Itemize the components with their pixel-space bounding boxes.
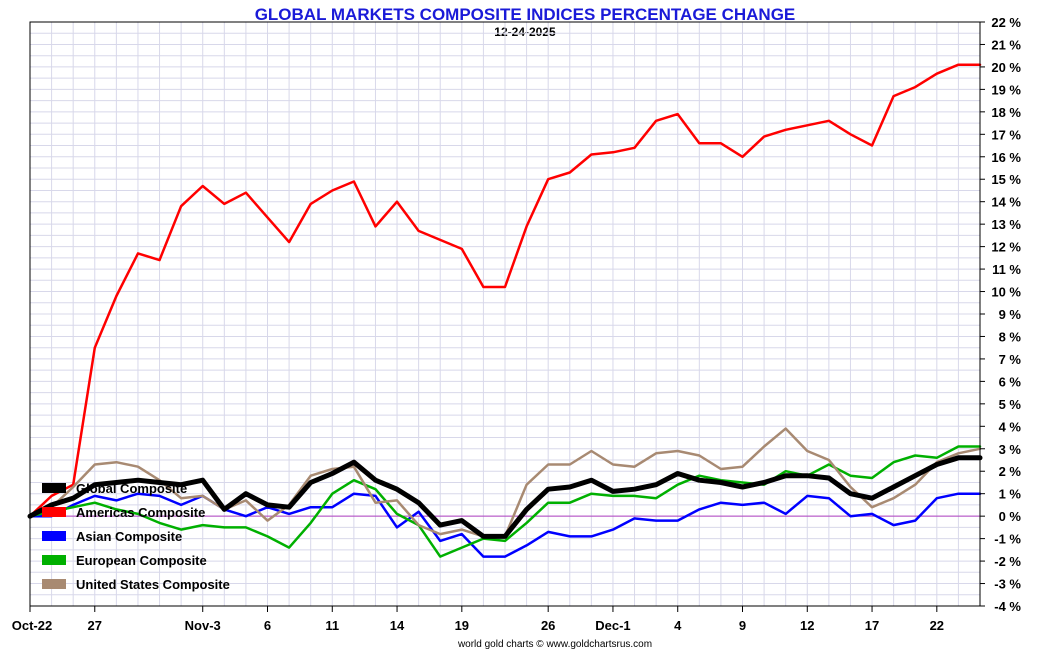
legend-label: European Composite [76, 553, 207, 568]
x-tick-label: 17 [865, 618, 879, 633]
chart-subtitle: 12-24-2025 [494, 25, 556, 39]
legend-swatch [42, 555, 66, 565]
series-line-americas-composite [28, 63, 982, 518]
y-tick-label: 4 % [999, 419, 1022, 434]
x-tick-label: 6 [264, 618, 271, 633]
y-tick-label: 12 % [991, 240, 1021, 255]
y-tick-label: 13 % [991, 217, 1021, 232]
y-tick-label: 10 % [991, 285, 1021, 300]
y-tick-label: 17 % [991, 127, 1021, 142]
chart-footer: world gold charts © www.goldchartsrus.co… [457, 639, 652, 650]
y-tick-label: 2 % [999, 464, 1022, 479]
y-tick-label: 9 % [999, 307, 1022, 322]
legend-label: United States Composite [76, 577, 230, 592]
legend-label: Global Composite [76, 481, 187, 496]
y-tick-label: 0 % [999, 509, 1022, 524]
y-tick-label: 22 % [991, 15, 1021, 30]
y-tick-label: -2 % [994, 554, 1021, 569]
x-tick-label: Dec-1 [595, 618, 630, 633]
y-tick-label: 20 % [991, 60, 1021, 75]
y-tick-label: 6 % [999, 374, 1022, 389]
legend-swatch [42, 483, 66, 493]
legend-label: Americas Composite [76, 505, 205, 520]
x-tick-label: Nov-3 [185, 618, 221, 633]
legend-swatch [42, 531, 66, 541]
legend-label: Asian Composite [76, 529, 182, 544]
x-tick-label: 22 [930, 618, 944, 633]
y-tick-label: 18 % [991, 105, 1021, 120]
y-axis-ticks: 22 % 21 % 20 % 19 % 18 % 17 % 16 % 15 % 14 % 13 %… [980, 15, 1021, 614]
x-tick-label: 26 [541, 618, 555, 633]
x-tick-label: Oct-22 [12, 618, 52, 633]
series-line-global-composite [27, 455, 983, 539]
y-tick-label: 11 % [992, 262, 1021, 277]
series-line-asian-composite [28, 492, 982, 558]
y-tick-label: -4 % [994, 599, 1021, 614]
series-layer [27, 63, 983, 558]
x-tick-label: 9 [739, 618, 746, 633]
x-tick-label: 19 [455, 618, 469, 633]
y-tick-label: 16 % [991, 150, 1021, 165]
x-axis-ticks: Oct-22 27 Nov-3 6 11 14 19 26 Dec-1 4 9 12 17 22 [12, 606, 944, 633]
y-tick-label: -1 % [994, 532, 1021, 547]
y-tick-label: 19 % [991, 82, 1021, 97]
plot-grid [29, 21, 981, 607]
x-tick-label: 27 [88, 618, 102, 633]
y-tick-label: 15 % [991, 172, 1021, 187]
x-tick-label: 12 [800, 618, 814, 633]
y-tick-label: 8 % [999, 329, 1022, 344]
chart-title: GLOBAL MARKETS COMPOSITE INDICES PERCENT… [255, 5, 796, 24]
legend: Global Composite Americas Composite Asian … [42, 481, 230, 592]
y-tick-label: -3 % [994, 577, 1021, 592]
legend-swatch [42, 579, 66, 589]
series-line-european-composite [28, 445, 982, 558]
y-tick-label: 21 % [991, 37, 1021, 52]
legend-swatch [42, 507, 66, 517]
y-tick-label: 7 % [999, 352, 1022, 367]
y-tick-label: 5 % [999, 397, 1022, 412]
x-tick-label: 4 [674, 618, 682, 633]
y-tick-label: 1 % [999, 487, 1022, 502]
x-tick-label: 14 [390, 618, 405, 633]
y-tick-label: 14 % [991, 195, 1021, 210]
x-tick-label: 11 [325, 618, 339, 633]
y-tick-label: 3 % [999, 442, 1022, 457]
